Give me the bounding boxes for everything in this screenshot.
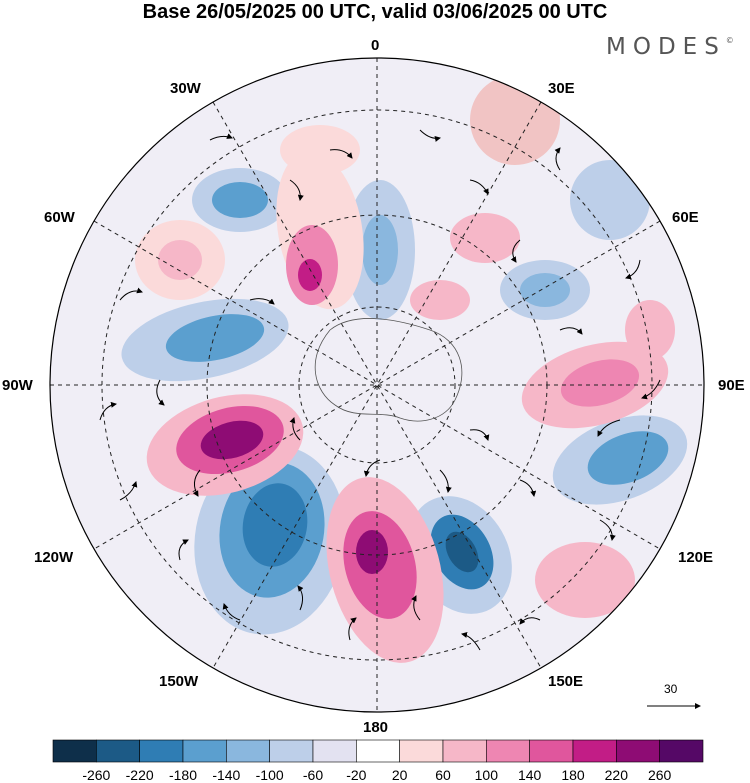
- lon-label-90w: 90W: [2, 377, 33, 394]
- colorbar-swatch: [399, 739, 444, 763]
- colorbar-swatch: [486, 739, 530, 763]
- colorbar-swatch: [226, 739, 270, 763]
- lon-label-150e: 150E: [548, 673, 584, 690]
- lon-label-150w: 150W: [159, 673, 199, 690]
- antarctica-coast: [314, 318, 463, 422]
- colorbar-swatch: [312, 739, 357, 763]
- anomaly-field: [50, 58, 704, 712]
- colorbar-swatch: [616, 739, 660, 763]
- brand-mark: ©: [725, 36, 734, 45]
- lon-label-0: 0: [371, 37, 380, 54]
- colorbar-tick-label: -220: [125, 767, 154, 783]
- lon-label-90e: 90E: [718, 377, 745, 394]
- lon-label-60e: 60E: [672, 209, 699, 226]
- vector-reference-label: 30: [664, 682, 678, 696]
- colorbar-swatch: [529, 739, 574, 763]
- colorbar-swatch: [659, 739, 704, 763]
- colorbar-tick-label: 260: [647, 767, 672, 783]
- colorbar-swatch: [269, 739, 314, 763]
- colorbar-tick-label: 180: [561, 767, 585, 783]
- colorbar-tick-label: 20: [391, 767, 408, 783]
- colorbar-tick-label: -60: [302, 767, 324, 783]
- colorbar-swatch: [52, 739, 97, 763]
- colorbar-swatch: [96, 739, 140, 763]
- lon-label-30w: 30W: [170, 80, 201, 97]
- colorbar-tick-label: 220: [604, 767, 629, 783]
- lon-label-60w: 60W: [44, 209, 75, 226]
- colorbar-swatch: [139, 739, 184, 763]
- wind-vectors: [99, 129, 661, 651]
- colorbar-tick-label: 100: [474, 767, 499, 783]
- colorbar-tick-label: -20: [346, 767, 367, 783]
- brand-text: MODES: [606, 34, 726, 60]
- map-boundary: [49, 57, 705, 713]
- modes-logo: MODES©: [606, 34, 734, 60]
- graticule: [50, 58, 704, 712]
- colorbar-tick-label: -140: [212, 767, 241, 783]
- lon-label-30e: 30E: [548, 80, 575, 97]
- colorbar-swatch: [442, 739, 487, 763]
- colorbar-tick-label: 60: [435, 767, 451, 783]
- lon-label-120e: 120E: [678, 549, 714, 566]
- colorbar-tick-label: -100: [255, 767, 284, 783]
- colorbar-swatch: [182, 739, 227, 763]
- lon-label-180: 180: [363, 719, 389, 736]
- colorbar-tick-label: -260: [82, 767, 111, 783]
- colorbar-swatch: [356, 739, 400, 763]
- colorbar-tick-label: -180: [168, 767, 198, 783]
- colorbar-tick-label: 140: [517, 767, 542, 783]
- colorbar-swatch: [572, 739, 617, 763]
- map-title: Base 26/05/2025 00 UTC, valid 03/06/2025…: [142, 1, 608, 23]
- lon-label-120w: 120W: [34, 549, 74, 566]
